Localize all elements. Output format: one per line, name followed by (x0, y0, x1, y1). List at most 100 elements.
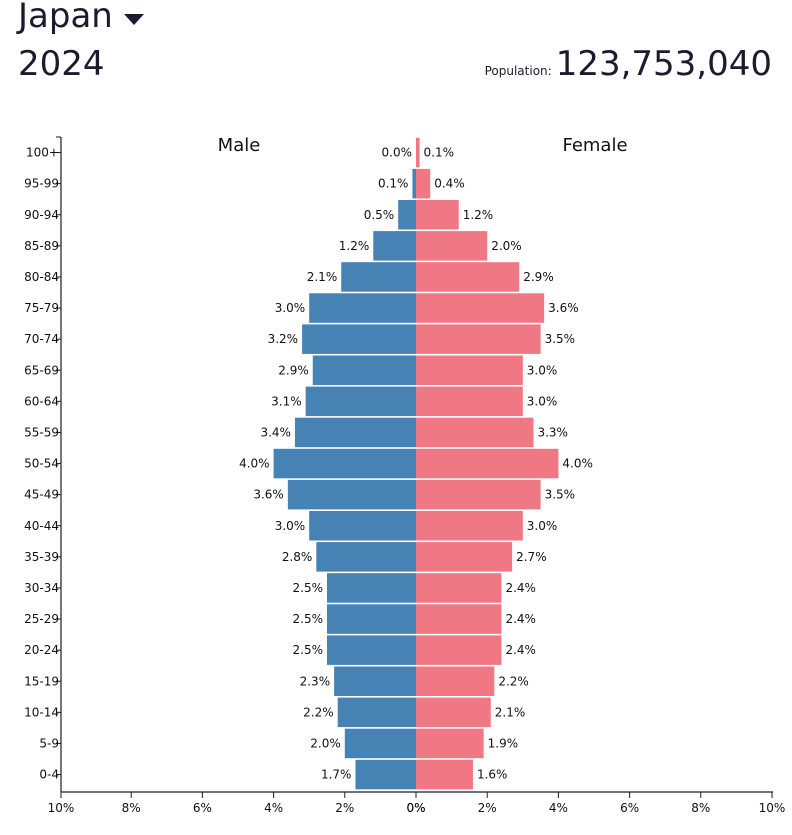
female-bar (416, 511, 523, 541)
legend-female: Female (562, 135, 627, 156)
y-tick-label: 0-4 (39, 768, 59, 782)
male-value-label: 3.2% (268, 332, 299, 346)
y-tick-label: 35-39 (24, 550, 59, 564)
x-tick-label: 8% (122, 801, 141, 815)
x-tick-label: 2% (335, 801, 354, 815)
female-value-label: 2.4% (505, 643, 536, 657)
male-value-label: 4.0% (239, 457, 270, 471)
male-value-label: 3.0% (275, 519, 306, 533)
y-tick-label: 90-94 (24, 208, 59, 222)
male-bar (344, 728, 416, 759)
female-value-label: 0.4% (434, 177, 465, 191)
male-value-label: 1.7% (321, 768, 352, 782)
female-value-label: 3.5% (545, 488, 576, 502)
female-bar (416, 262, 520, 292)
female-value-label: 1.9% (488, 736, 519, 750)
y-tick-label: 55-59 (24, 425, 59, 439)
female-bar (416, 417, 534, 448)
male-bar (309, 511, 416, 541)
female-bar (416, 137, 420, 168)
population-summary: Population: 123,753,040 (485, 42, 772, 86)
female-value-label: 1.6% (477, 768, 508, 782)
chevron-down-icon[interactable] (123, 13, 144, 25)
y-tick-label: 5-9 (39, 736, 59, 750)
female-bar (416, 759, 473, 790)
female-value-label: 2.2% (498, 674, 529, 688)
male-value-label: 2.5% (293, 581, 324, 595)
female-bar (416, 168, 431, 199)
male-value-label: 0.1% (378, 177, 409, 191)
male-value-label: 3.1% (271, 394, 302, 408)
y-tick-label: 50-54 (24, 457, 59, 471)
female-value-label: 2.0% (491, 239, 522, 253)
male-bar (312, 355, 416, 385)
female-bar (416, 479, 541, 510)
female-value-label: 2.4% (505, 612, 536, 626)
female-value-label: 3.3% (537, 425, 568, 439)
female-value-label: 3.0% (527, 394, 558, 408)
male-bar (334, 666, 416, 696)
female-bar (416, 200, 459, 230)
y-tick-label: 95-99 (24, 177, 59, 191)
female-value-label: 0.1% (424, 146, 455, 160)
y-tick-label: 75-79 (24, 301, 59, 315)
x-tick-label: 4% (549, 801, 568, 815)
y-tick-label: 10-14 (24, 705, 59, 719)
legend-male: Male (218, 135, 261, 156)
female-bar (416, 324, 541, 354)
x-tick-label: 6% (193, 801, 212, 815)
female-value-label: 3.5% (545, 332, 576, 346)
male-value-label: 2.9% (278, 363, 309, 377)
female-bar (416, 635, 502, 665)
female-value-label: 3.0% (527, 363, 558, 377)
male-bar (337, 697, 416, 728)
female-bar (416, 604, 502, 634)
female-value-label: 1.2% (463, 208, 494, 222)
male-value-label: 3.6% (253, 488, 284, 502)
female-bar (416, 542, 513, 572)
male-value-label: 2.1% (307, 270, 338, 284)
y-tick-label: 80-84 (24, 270, 59, 284)
x-tick-label: 8% (691, 801, 710, 815)
x-tick-label: 4% (264, 801, 283, 815)
population-value: 123,753,040 (555, 44, 772, 84)
male-bar (287, 479, 416, 510)
male-value-label: 2.3% (300, 674, 331, 688)
female-value-label: 2.7% (516, 550, 547, 564)
female-bar (416, 231, 488, 261)
x-tick-label: 10% (48, 801, 75, 815)
female-bar (416, 573, 502, 603)
country-selector[interactable]: Japan (18, 0, 144, 38)
male-bar (327, 573, 416, 603)
female-value-label: 2.4% (505, 581, 536, 595)
male-value-label: 2.0% (310, 736, 341, 750)
y-tick-label: 60-64 (24, 394, 59, 408)
male-value-label: 0.5% (364, 208, 395, 222)
male-value-label: 2.8% (282, 550, 313, 564)
male-bar (412, 168, 416, 199)
male-value-label: 3.4% (260, 425, 291, 439)
y-tick-label: 20-24 (24, 643, 59, 657)
x-axis: 10% 8% 6% 4% 2% 0%0% 2% 4% 6% 8% 10% (48, 791, 785, 815)
male-value-label: 2.2% (303, 705, 334, 719)
male-bar (398, 200, 416, 230)
female-bars (416, 137, 559, 790)
y-axis: 100+ 95-99 90-94 85-89 80-84 75-79 70-74 65-69 6… (24, 136, 62, 792)
male-value-label: 0.0% (382, 146, 413, 160)
female-bar (416, 448, 559, 479)
x-tick-label: 6% (620, 801, 639, 815)
x-tick-label: 0% (406, 801, 425, 815)
y-tick-label: 100+ (26, 146, 59, 160)
female-bar (416, 386, 523, 417)
male-bar (355, 759, 416, 790)
year-label: 2024 (18, 44, 105, 84)
male-bar (305, 386, 416, 417)
female-value-label: 4.0% (562, 457, 593, 471)
y-tick-label: 25-29 (24, 612, 59, 626)
y-tick-label: 65-69 (24, 363, 59, 377)
female-value-label: 3.0% (527, 519, 558, 533)
value-labels: 0.0% 0.1% 0.1% 0.4% 0.5% 1.2% 1.2% 2.0% 2.1% 2.9%… (239, 146, 593, 782)
male-value-label: 2.5% (293, 612, 324, 626)
female-bar (416, 293, 545, 323)
